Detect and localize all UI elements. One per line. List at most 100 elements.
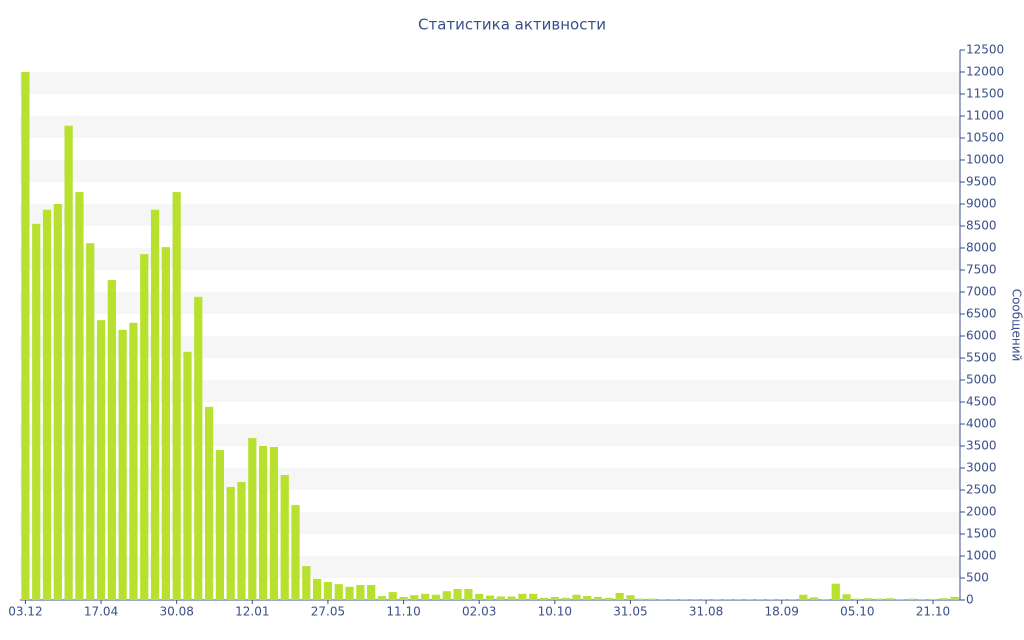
bar bbox=[475, 593, 484, 600]
bar bbox=[615, 592, 624, 600]
bar bbox=[431, 594, 441, 600]
bar bbox=[161, 247, 170, 600]
y-tick-label: 10500 bbox=[966, 131, 1004, 145]
bar bbox=[539, 597, 549, 600]
x-tick-label: 02.03 bbox=[462, 605, 496, 619]
bar bbox=[777, 599, 786, 600]
bar bbox=[583, 596, 592, 600]
bar bbox=[258, 446, 268, 600]
bar bbox=[129, 322, 138, 600]
bar bbox=[604, 597, 613, 600]
grid-band bbox=[20, 556, 960, 578]
grid-band bbox=[20, 512, 960, 534]
bar bbox=[183, 351, 192, 600]
bar bbox=[118, 329, 127, 600]
bar bbox=[637, 598, 646, 600]
bar bbox=[496, 596, 505, 600]
bar bbox=[626, 595, 635, 600]
y-tick-label: 8500 bbox=[966, 219, 997, 233]
x-tick-label: 12.01 bbox=[235, 605, 269, 619]
bar bbox=[86, 243, 95, 600]
bar bbox=[745, 599, 754, 600]
bar bbox=[701, 599, 711, 600]
bar bbox=[453, 589, 462, 600]
bar bbox=[64, 125, 73, 601]
y-tick-label: 0 bbox=[966, 593, 974, 607]
bar bbox=[885, 598, 894, 600]
x-tick-label: 18.09 bbox=[765, 605, 799, 619]
bar bbox=[172, 192, 181, 600]
bar bbox=[367, 585, 376, 600]
x-tick-label: 03.12 bbox=[8, 605, 42, 619]
bar bbox=[323, 581, 333, 600]
grid-band bbox=[20, 204, 960, 226]
x-tick-label: 30.08 bbox=[159, 605, 193, 619]
bar bbox=[766, 599, 776, 600]
grid-band bbox=[20, 424, 960, 446]
bar bbox=[313, 578, 322, 600]
grid-band bbox=[20, 248, 960, 270]
y-tick-label: 11500 bbox=[966, 87, 1004, 101]
x-tick-label: 11.10 bbox=[386, 605, 420, 619]
bar bbox=[421, 593, 430, 600]
bar bbox=[874, 598, 884, 600]
grid-band bbox=[20, 116, 960, 138]
y-tick-label: 5000 bbox=[966, 373, 997, 387]
y-tick-label: 3500 bbox=[966, 439, 997, 453]
bar bbox=[507, 596, 516, 600]
bar bbox=[518, 593, 527, 600]
bar bbox=[42, 209, 52, 600]
y-tick-label: 3000 bbox=[966, 461, 997, 475]
bar bbox=[842, 594, 851, 600]
bar bbox=[734, 599, 743, 600]
y-tick-label: 500 bbox=[966, 571, 989, 585]
bar bbox=[302, 566, 311, 600]
y-tick-label: 7500 bbox=[966, 263, 997, 277]
x-tick-label: 17.04 bbox=[84, 605, 118, 619]
bar bbox=[561, 597, 570, 600]
x-tick-label: 05.10 bbox=[840, 605, 874, 619]
bar bbox=[107, 280, 116, 600]
grid-band bbox=[20, 336, 960, 358]
bar bbox=[334, 584, 343, 600]
grid-band bbox=[20, 292, 960, 314]
y-tick-label: 12500 bbox=[966, 43, 1004, 57]
bar bbox=[21, 72, 30, 600]
bar bbox=[204, 406, 214, 600]
bar bbox=[345, 586, 354, 600]
x-tick-label: 21.10 bbox=[916, 605, 950, 619]
bar bbox=[907, 598, 916, 600]
bar bbox=[194, 296, 203, 600]
bar bbox=[399, 596, 408, 600]
bar bbox=[269, 446, 279, 600]
y-tick-label: 4500 bbox=[966, 395, 997, 409]
bar bbox=[723, 599, 732, 600]
y-tick-label: 5500 bbox=[966, 351, 997, 365]
bar bbox=[788, 599, 797, 600]
bar bbox=[388, 592, 397, 600]
bar bbox=[53, 204, 62, 600]
bar bbox=[226, 486, 235, 600]
bar bbox=[572, 594, 581, 600]
bar bbox=[831, 583, 840, 600]
x-tick-label: 31.05 bbox=[613, 605, 647, 619]
y-tick-label: 7000 bbox=[966, 285, 997, 299]
y-tick-label: 12000 bbox=[966, 65, 1004, 79]
bar bbox=[32, 223, 41, 601]
bar bbox=[550, 596, 559, 600]
grid-band bbox=[20, 380, 960, 402]
bar bbox=[928, 599, 938, 600]
bar bbox=[680, 599, 689, 600]
bar bbox=[691, 599, 700, 600]
bar bbox=[712, 599, 722, 600]
bar bbox=[918, 599, 927, 600]
bar bbox=[529, 593, 538, 600]
x-tick-label: 27.05 bbox=[311, 605, 345, 619]
bar bbox=[464, 589, 473, 600]
bar bbox=[291, 504, 300, 600]
bar bbox=[864, 598, 873, 600]
y-tick-label: 1000 bbox=[966, 549, 997, 563]
bar bbox=[442, 591, 451, 600]
bar bbox=[280, 475, 289, 600]
